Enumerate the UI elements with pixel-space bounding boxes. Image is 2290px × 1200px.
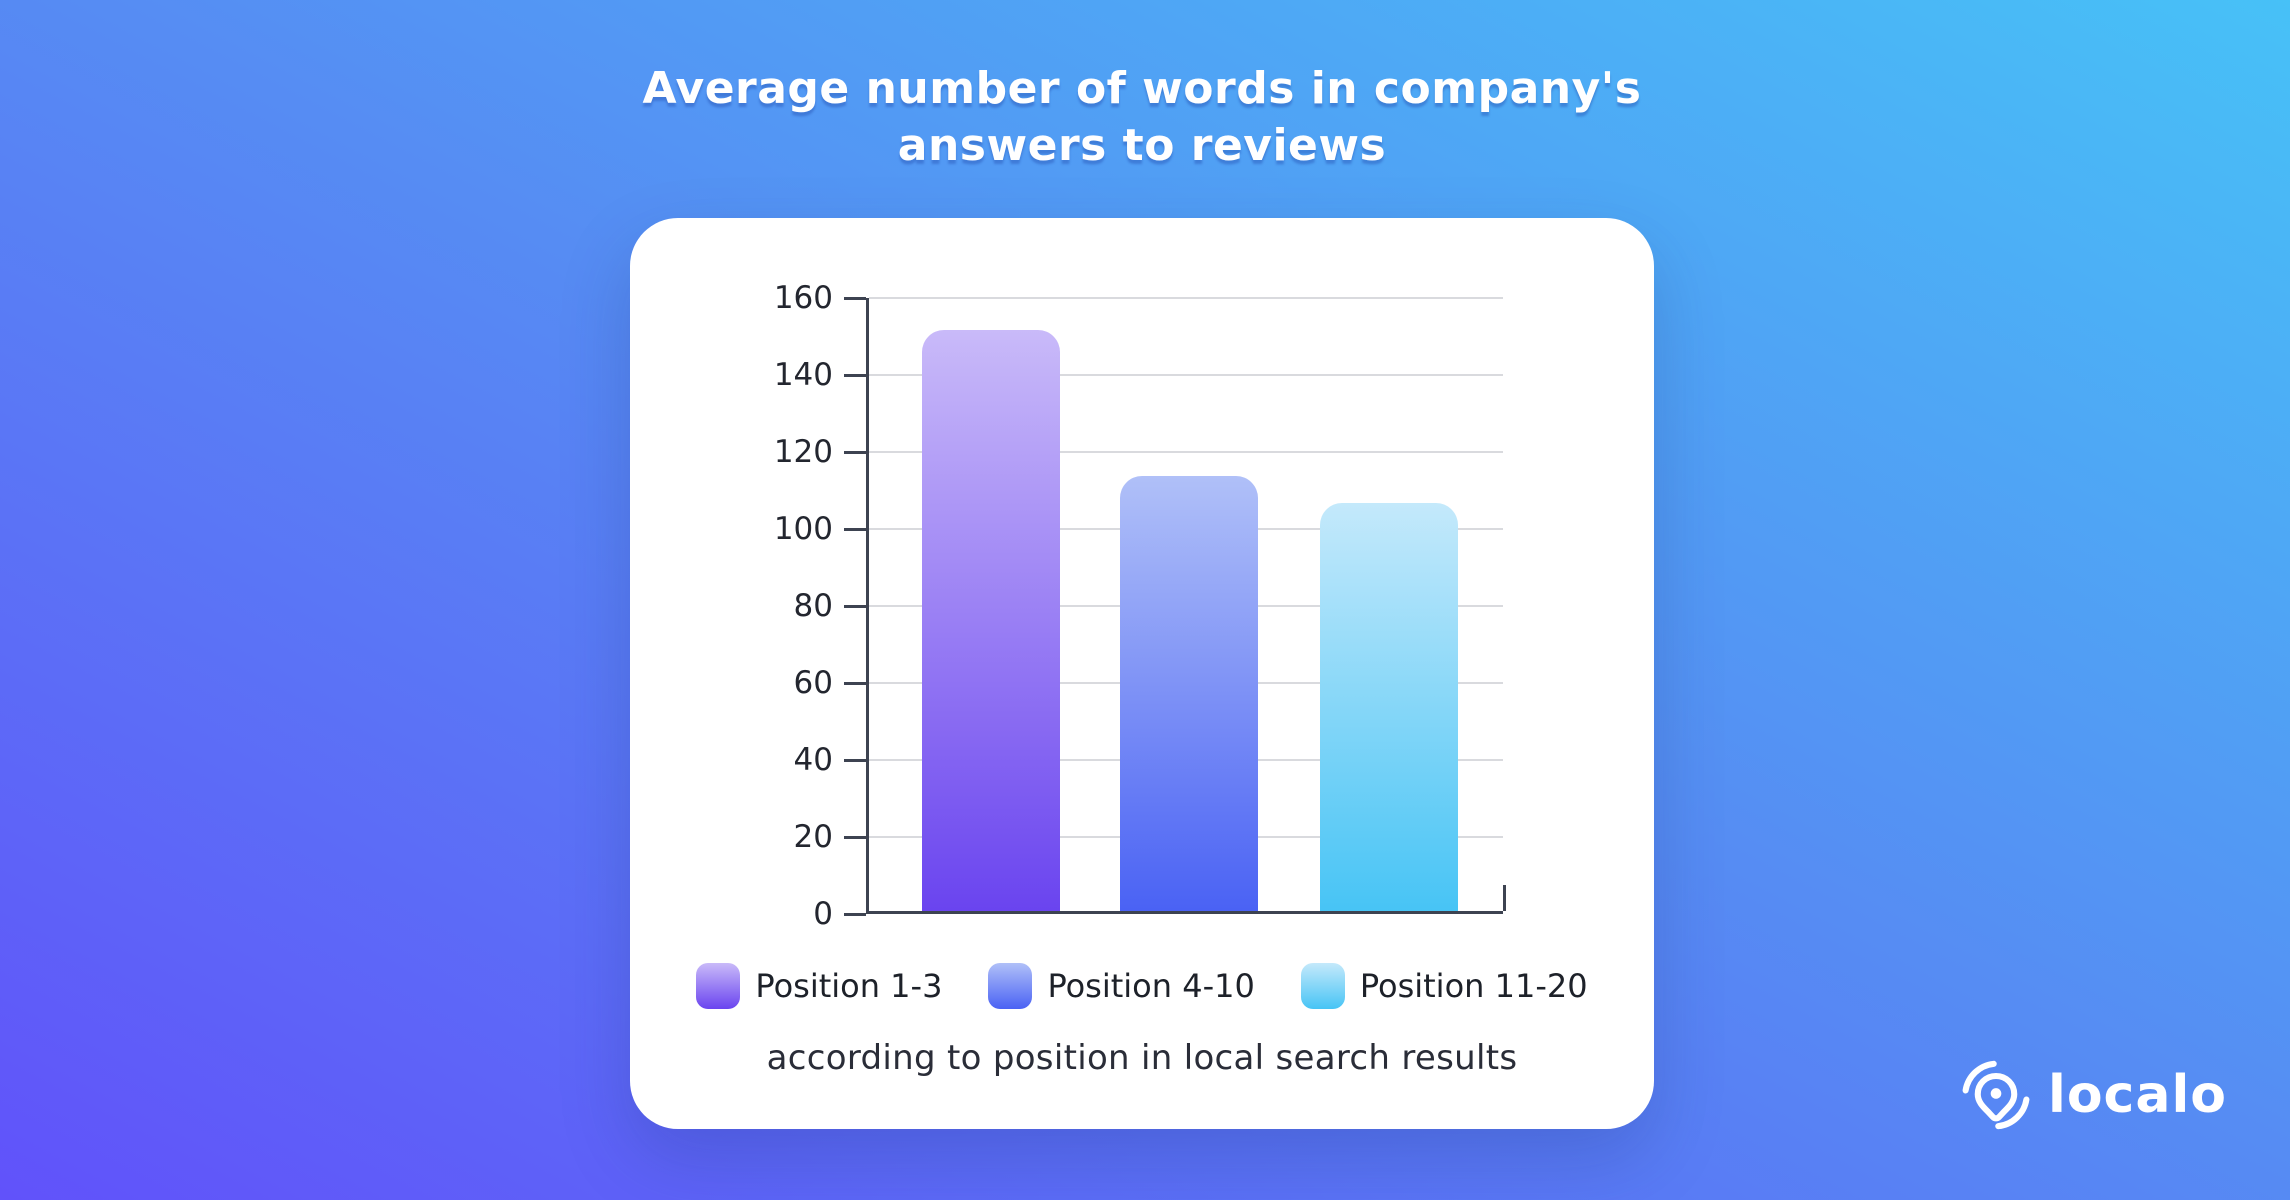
y-axis-tick-label: 140 — [773, 357, 833, 393]
x-axis-end-tick — [1503, 885, 1506, 911]
y-axis-tick — [844, 527, 866, 531]
chart-subtitle: according to position in local search re… — [766, 1038, 1518, 1078]
localo-pin-icon — [1962, 1060, 2030, 1130]
y-axis-tick — [844, 373, 866, 377]
y-axis-tick-label: 160 — [773, 280, 833, 316]
y-axis-tick — [844, 681, 866, 685]
legend-item: Position 4-10 — [988, 963, 1255, 1009]
y-axis-tick-label: 120 — [773, 434, 833, 470]
bar-position-11-20 — [1320, 502, 1458, 911]
legend-item: Position 11-20 — [1300, 963, 1588, 1009]
y-axis-tick — [844, 758, 866, 762]
legend: Position 1-3 Position 4-10 Position 11-20 — [630, 963, 1654, 1009]
legend-swatch — [696, 963, 741, 1009]
legend-swatch — [1300, 963, 1345, 1009]
y-axis-tick-label: 0 — [813, 896, 833, 932]
chart-card: 0 20 40 60 80 100 120 140 160 Position 1-3 Positi… — [630, 218, 1654, 1129]
bar-position-1-3 — [922, 329, 1060, 911]
plot-area: 0 20 40 60 80 100 120 140 160 — [774, 280, 1506, 932]
y-axis-tick-label: 80 — [793, 588, 833, 624]
chart-title: Average number of words in company's ans… — [630, 60, 1654, 174]
y-axis-tick-label: 100 — [773, 511, 833, 547]
chart-title-line2: answers to reviews — [897, 120, 1387, 171]
y-axis-tick-label: 60 — [793, 665, 833, 701]
legend-item: Position 1-3 — [696, 963, 942, 1009]
chart-title-line1: Average number of words in company's — [642, 63, 1642, 114]
y-axis-tick — [844, 912, 866, 916]
y-axis-tick — [844, 604, 866, 608]
localo-logo-text: localo — [2048, 1065, 2228, 1125]
y-axis-tick — [844, 835, 866, 839]
gridline — [869, 297, 1503, 299]
legend-label: Position 1-3 — [755, 967, 943, 1005]
legend-swatch — [988, 963, 1033, 1009]
gridline — [869, 451, 1503, 453]
y-axis-tick-label: 40 — [793, 742, 833, 778]
gridline — [869, 374, 1503, 376]
y-axis-tick — [844, 296, 866, 300]
legend-label: Position 4-10 — [1047, 967, 1255, 1005]
localo-logo: localo — [1958, 1056, 2227, 1134]
y-axis-tick — [844, 450, 866, 454]
legend-label: Position 11-20 — [1359, 967, 1588, 1005]
bar-position-4-10 — [1120, 475, 1258, 911]
y-axis-tick-label: 20 — [793, 819, 833, 855]
